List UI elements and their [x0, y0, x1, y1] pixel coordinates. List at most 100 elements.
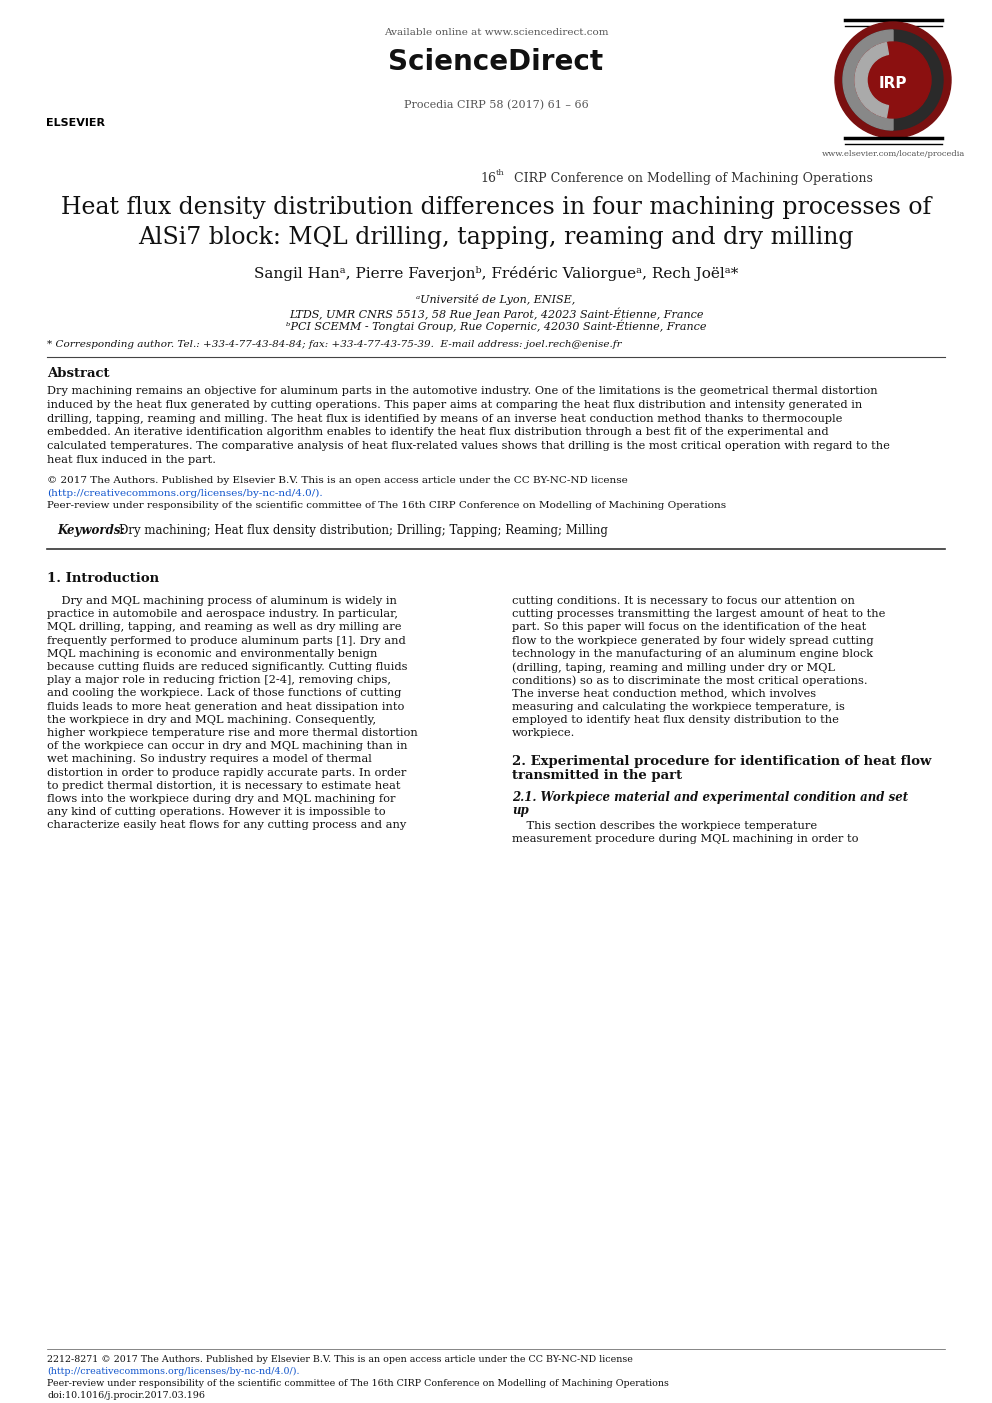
Point	[11, 67, 27, 90]
Point	[125, 21, 141, 43]
Point	[66, 52, 82, 74]
Point	[24, 41, 40, 63]
Point	[26, 21, 42, 43]
Point	[40, 22, 56, 45]
Point	[80, 52, 96, 74]
Point	[88, 43, 104, 66]
Point	[69, 31, 85, 53]
Point	[31, 62, 47, 84]
Point	[100, 11, 116, 34]
Point	[36, 74, 52, 97]
Point	[56, 34, 71, 56]
Point	[56, 18, 71, 41]
Point	[91, 74, 107, 97]
Point	[18, 45, 34, 67]
Point	[125, 79, 141, 101]
Point	[113, 87, 129, 109]
Point	[65, 48, 81, 70]
Point	[31, 18, 47, 41]
Point	[112, 11, 128, 34]
Point	[16, 24, 32, 46]
Point	[124, 27, 140, 49]
Point	[83, 95, 99, 118]
Point	[113, 95, 129, 118]
Point	[44, 38, 60, 60]
Text: The inverse heat conduction method, which involves: The inverse heat conduction method, whic…	[512, 689, 816, 699]
Point	[93, 11, 109, 34]
Point	[65, 28, 81, 51]
Point	[47, 59, 62, 81]
Point	[112, 42, 128, 65]
Point	[98, 25, 114, 48]
Point	[32, 35, 48, 58]
Point	[60, 35, 75, 58]
Point	[82, 21, 98, 43]
Text: distortion in order to produce rapidly accurate parts. In order: distortion in order to produce rapidly a…	[47, 767, 407, 777]
Point	[113, 17, 129, 39]
Point	[91, 11, 107, 34]
Point	[72, 28, 88, 51]
Point	[62, 32, 78, 55]
Point	[62, 81, 77, 104]
Point	[112, 70, 128, 93]
Point	[60, 51, 75, 73]
Point	[62, 8, 77, 31]
Point	[15, 63, 31, 86]
Point	[22, 80, 38, 102]
Point	[100, 34, 116, 56]
Point	[39, 91, 55, 114]
Point	[87, 25, 103, 48]
Point	[73, 58, 89, 80]
Point	[83, 76, 99, 98]
Point	[107, 77, 123, 100]
Point	[45, 38, 61, 60]
Point	[79, 22, 95, 45]
Point	[84, 39, 100, 62]
Point	[84, 58, 100, 80]
Point	[94, 62, 110, 84]
Point	[69, 10, 85, 32]
Point	[54, 15, 69, 38]
Point	[26, 84, 42, 107]
Point	[26, 42, 42, 65]
Point	[76, 41, 92, 63]
Point	[101, 53, 117, 76]
Point	[32, 48, 48, 70]
Point	[67, 60, 83, 83]
Point	[111, 34, 127, 56]
Point	[82, 18, 98, 41]
Point	[62, 48, 77, 70]
Point	[70, 90, 86, 112]
Point	[96, 22, 112, 45]
Point	[35, 80, 51, 102]
Point	[96, 21, 112, 43]
Point	[20, 18, 36, 41]
Point	[85, 38, 101, 60]
Point	[24, 73, 40, 95]
Point	[25, 55, 41, 77]
Point	[80, 31, 96, 53]
Point	[11, 83, 27, 105]
Point	[82, 39, 98, 62]
Point	[124, 34, 140, 56]
Point	[105, 56, 121, 79]
Point	[122, 79, 138, 101]
Point	[72, 53, 88, 76]
Point	[96, 90, 112, 112]
Point	[113, 63, 129, 86]
Point	[92, 31, 108, 53]
Point	[18, 14, 34, 36]
Point	[52, 27, 67, 49]
Point	[44, 66, 60, 88]
Point	[22, 72, 38, 94]
Point	[41, 60, 57, 83]
Point	[21, 59, 37, 81]
Point	[89, 34, 105, 56]
Point	[110, 32, 126, 55]
Point	[77, 73, 93, 95]
Point	[102, 7, 118, 29]
Point	[43, 34, 59, 56]
Point	[61, 35, 76, 58]
Point	[36, 42, 52, 65]
Point	[35, 24, 51, 46]
